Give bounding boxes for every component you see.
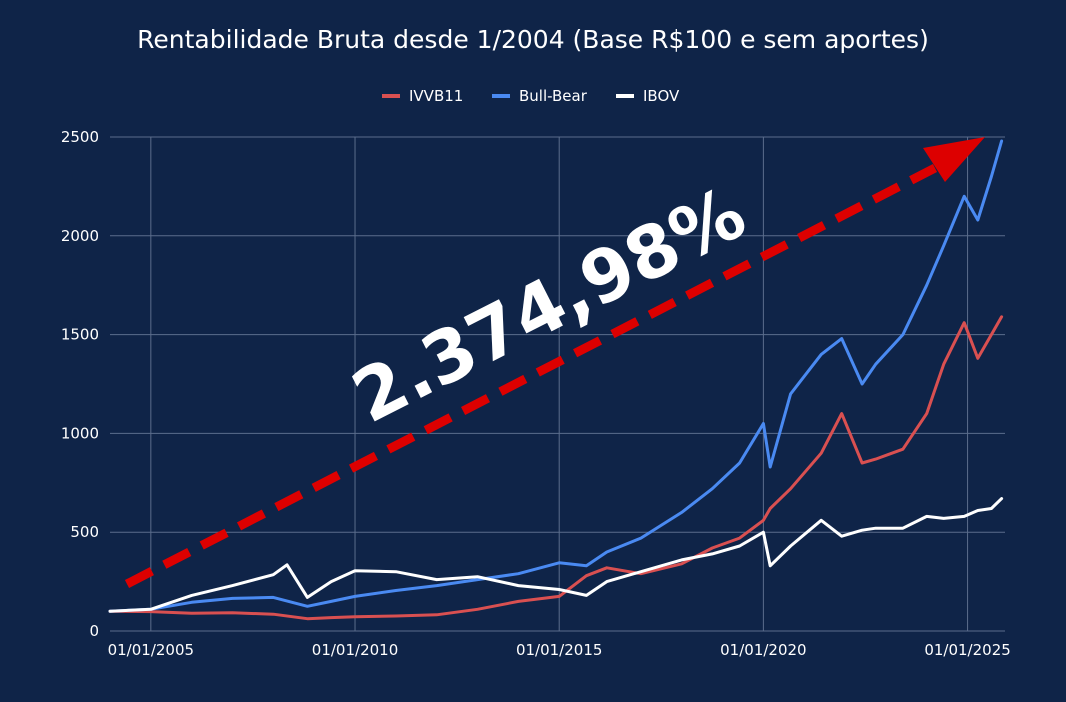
legend-item: IBOV	[616, 87, 680, 105]
y-tick-label: 0	[89, 622, 99, 640]
annotation-group: 2.374,98%	[124, 137, 985, 589]
series-line	[108, 139, 1004, 613]
series-group	[108, 139, 1004, 621]
x-tick-label: 01/01/2025	[924, 641, 1010, 659]
y-tick-label: 500	[70, 523, 99, 541]
series-line	[108, 315, 1004, 621]
y-axis: 0 500 1000 1500 2000 2500	[61, 128, 99, 640]
x-tick-label: 01/01/2015	[516, 641, 602, 659]
series-line	[108, 497, 1004, 613]
annotation-arrow-head	[923, 137, 985, 182]
legend-label: IBOV	[643, 87, 680, 105]
legend-label: Bull-Bear	[519, 87, 588, 105]
y-tick-label: 1500	[61, 326, 99, 344]
annotation-text: 2.374,98%	[339, 170, 758, 439]
y-tick-label: 1000	[61, 424, 99, 442]
x-axis: 01/01/2005 01/01/2010 01/01/2015 01/01/2020…	[108, 641, 1011, 659]
x-tick-label: 01/01/2020	[720, 641, 806, 659]
chart-title: Rentabilidade Bruta desde 1/2004 (Base R…	[137, 25, 929, 54]
grid	[110, 136, 1005, 632]
y-tick-label: 2000	[61, 227, 99, 245]
annotation-arrow-shaft	[124, 163, 938, 589]
x-tick-label: 01/01/2010	[312, 641, 398, 659]
x-tick-label: 01/01/2005	[108, 641, 194, 659]
legend: IVVB11 Bull-Bear IBOV	[382, 87, 680, 105]
legend-label: IVVB11	[409, 87, 463, 105]
y-tick-label: 2500	[61, 128, 99, 146]
legend-item: IVVB11	[382, 87, 463, 105]
legend-item: Bull-Bear	[492, 87, 588, 105]
